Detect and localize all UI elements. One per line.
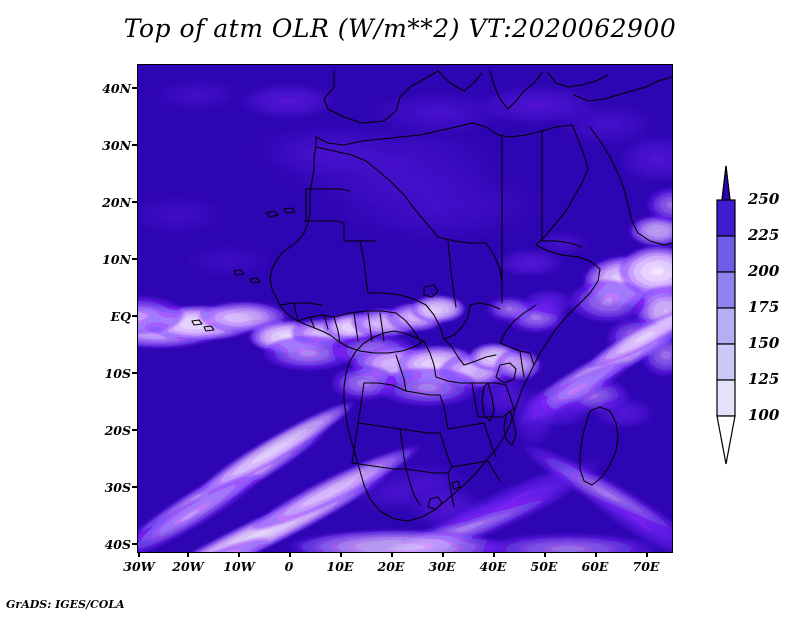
xtick-label-70e: 70E xyxy=(632,559,660,574)
xtick-label-20w: 20W xyxy=(172,559,204,574)
colorbar-label-125: 125 xyxy=(748,370,780,388)
xtick-label-60e: 60E xyxy=(581,559,609,574)
colorbar-label-175: 175 xyxy=(748,298,780,316)
xtick-70e xyxy=(646,552,648,557)
xtick-label-20e: 20E xyxy=(377,559,405,574)
xtick-label-30e: 30E xyxy=(428,559,456,574)
ytick-label-20n: 20N xyxy=(102,195,131,210)
ytick-label-40s: 40S xyxy=(104,537,131,552)
xtick-10w xyxy=(238,552,240,557)
xtick-30e xyxy=(442,552,444,557)
ytick-10s xyxy=(132,372,137,374)
colorbar-svg xyxy=(716,165,736,465)
ytick-30s xyxy=(132,486,137,488)
ytick-label-10n: 10N xyxy=(102,252,131,267)
olr-cloud-field xyxy=(138,79,672,552)
xtick-label-40e: 40E xyxy=(479,559,507,574)
map-canvas xyxy=(137,64,673,553)
xtick-label-0: 0 xyxy=(284,559,294,574)
xtick-60e xyxy=(595,552,597,557)
colorbar-label-150: 150 xyxy=(748,334,780,352)
xtick-30w xyxy=(138,552,140,557)
xtick-10e xyxy=(340,552,342,557)
olr-field-svg xyxy=(138,65,672,552)
colorbar-label-225: 225 xyxy=(748,226,780,244)
ytick-label-10s: 10S xyxy=(104,366,131,381)
map-borders-layer xyxy=(191,70,672,522)
colorbar-label-100: 100 xyxy=(748,406,780,424)
xtick-50e xyxy=(544,552,546,557)
xtick-label-10w: 10W xyxy=(223,559,255,574)
xtick-20e xyxy=(391,552,393,557)
xtick-0 xyxy=(289,552,291,557)
ytick-20s xyxy=(132,429,137,431)
ytick-label-40n: 40N xyxy=(102,81,131,96)
ytick-40n xyxy=(132,87,137,89)
xtick-label-30w: 30W xyxy=(123,559,155,574)
colorbar-label-200: 200 xyxy=(748,262,780,280)
ytick-label-30s: 30S xyxy=(104,480,131,495)
xtick-20w xyxy=(187,552,189,557)
ytick-label-eq: EQ xyxy=(110,309,131,324)
colorbar: 250 225 200 175 150 125 100 xyxy=(700,160,798,470)
ytick-label-30n: 30N xyxy=(102,138,131,153)
grads-attribution: GrADS: IGES/COLA xyxy=(6,598,125,611)
ytick-label-20s: 20S xyxy=(104,423,131,438)
ytick-20n xyxy=(132,201,137,203)
ytick-30n xyxy=(132,144,137,146)
page-title: Top of atm OLR (W/m**2) VT:2020062900 xyxy=(123,14,677,43)
plot-area: 40N 30N 20N 10N EQ 10S 20S 30S 40S 30W 2… xyxy=(102,64,673,574)
ytick-eq xyxy=(132,315,137,317)
xtick-label-10e: 10E xyxy=(326,559,354,574)
colorbar-label-250: 250 xyxy=(748,190,780,208)
ytick-10n xyxy=(132,258,137,260)
xtick-label-50e: 50E xyxy=(530,559,558,574)
ytick-40s xyxy=(132,543,137,545)
xtick-40e xyxy=(493,552,495,557)
